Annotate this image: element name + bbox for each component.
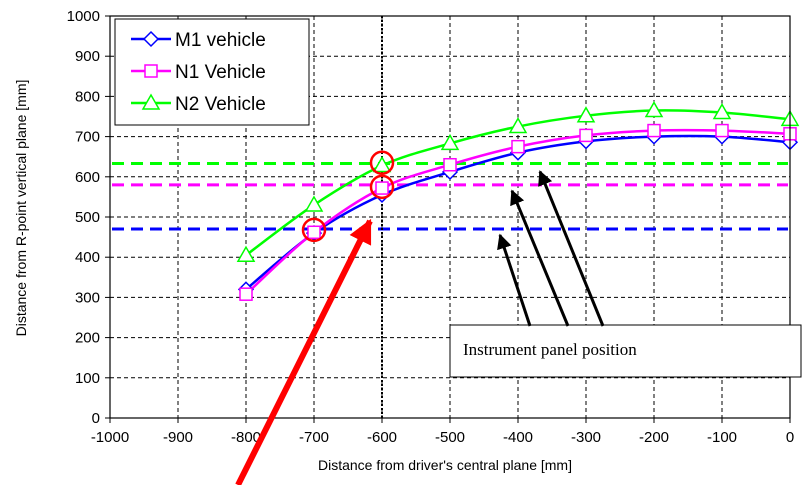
- x-tick-label: -1000: [91, 429, 129, 446]
- y-tick-label: 300: [75, 289, 100, 306]
- data-point-triangle: [236, 245, 256, 262]
- x-tick-label: -700: [299, 429, 329, 446]
- y-tick-label: 100: [75, 370, 100, 387]
- data-point-triangle: [372, 156, 392, 173]
- annotation-arrow: [510, 189, 570, 327]
- axes: -1000 -900 -800 -700 -600 -500 -400 -300 -200 -10…: [67, 8, 795, 446]
- data-point-triangle: [508, 117, 528, 134]
- y-tick-label: 700: [75, 129, 100, 146]
- data-point-square: [715, 123, 729, 138]
- legend-marker-diamond: [142, 30, 160, 48]
- x-tick-label: -100: [707, 429, 737, 446]
- highlight-circles: [301, 150, 395, 243]
- data-point-square: [443, 157, 457, 172]
- legend-marker-square: [144, 64, 158, 78]
- y-tick-label: 800: [75, 88, 100, 105]
- x-tick-label: -200: [639, 429, 669, 446]
- data-point-square: [511, 139, 525, 154]
- legend-label: N1 Vehicle: [175, 62, 266, 83]
- annotation-box: [449, 324, 802, 378]
- annotation-text: Instrument panel position: [463, 340, 637, 359]
- data-point-triangle: [304, 195, 324, 212]
- y-tick-label: 1000: [67, 8, 100, 25]
- data-point-square: [647, 123, 661, 138]
- data-point-square: [239, 287, 253, 301]
- legend: M1 vehicle N1 Vehicle N2 Vehicle: [114, 18, 310, 126]
- x-tick-label: -900: [163, 429, 193, 446]
- y-tick-label: 600: [75, 169, 100, 186]
- data-point-square: [579, 128, 593, 143]
- data-point-square: [307, 225, 321, 240]
- y-tick-label: 0: [92, 410, 100, 427]
- annotation: [235, 170, 802, 485]
- highlight-circle: [369, 174, 395, 200]
- legend-label: N2 Vehicle: [175, 94, 266, 115]
- x-tick-label: -300: [571, 429, 601, 446]
- y-tick-label: 400: [75, 249, 100, 266]
- data-point-square: [375, 181, 389, 195]
- y-tick-label: 900: [75, 48, 100, 65]
- red-arrow: [235, 218, 373, 485]
- y-tick-label: 500: [75, 209, 100, 226]
- y-axis-label: Distance from R-point vertical plane [mm…: [13, 80, 29, 337]
- data-point-triangle: [576, 106, 596, 123]
- y-tick-label: 200: [75, 330, 100, 347]
- data-point-triangle: [644, 100, 664, 118]
- x-tick-label: -800: [231, 429, 261, 446]
- x-tick-label: -500: [435, 429, 465, 446]
- data-point-triangle: [712, 102, 732, 120]
- x-tick-label: -600: [367, 429, 397, 446]
- legend-marker-triangle: [141, 93, 161, 110]
- data-point-triangle: [440, 133, 460, 151]
- highlight-circle: [301, 217, 327, 243]
- x-tick-label: 0: [786, 429, 794, 446]
- highlight-circle: [369, 150, 395, 175]
- annotation-arrow: [497, 233, 532, 327]
- x-axis-label: Distance from driver's central plane [mm…: [318, 457, 572, 473]
- x-tick-label: -400: [503, 429, 533, 446]
- legend-label: M1 vehicle: [175, 30, 266, 51]
- annotation-arrow: [538, 170, 605, 327]
